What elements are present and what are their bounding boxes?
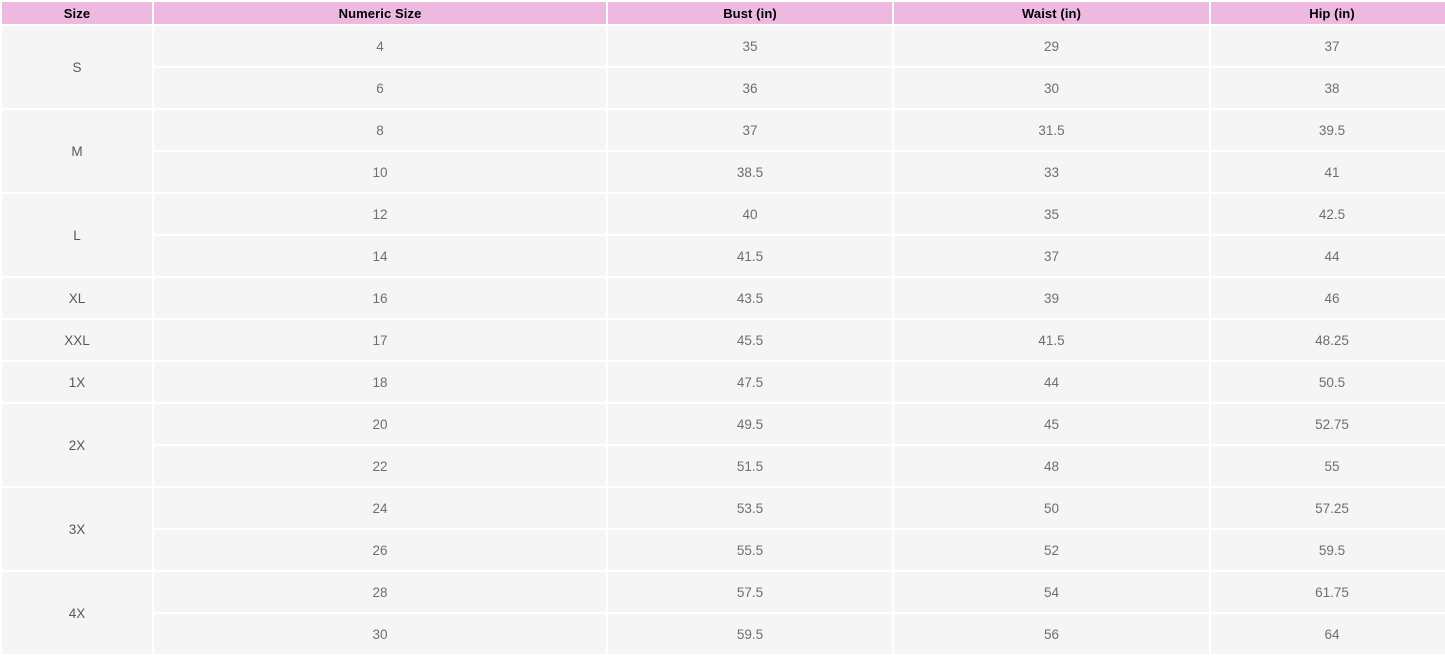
size-group-cell: 3X [2,488,152,570]
column-header-numeric: Numeric Size [154,2,606,24]
header-row: Size Numeric Size Bust (in) Waist (in) Hip (… [2,2,1445,24]
cell-hip: 39.5 [1211,110,1445,150]
table-row: 4X 28 57.5 54 61.75 [2,572,1445,654]
cell-waist: 54 [894,572,1209,612]
cell-waist: 35 [894,194,1209,234]
cell-waist: 56 [894,614,1209,654]
cell-waist: 48 [894,446,1209,486]
cell-waist: 30 [894,68,1209,108]
table-row: L 12 40 35 42.5 [2,194,1445,276]
cell-numeric: 14 [154,236,606,276]
table-row: XXL 17 45.5 41.5 48.25 [2,320,1445,360]
cell-bust: 41.5 [608,236,892,276]
cell-hip: 57.25 [1211,488,1445,528]
cell-hip: 59.5 [1211,530,1445,570]
cell-numeric: 24 [154,488,606,528]
cell-bust: 43.5 [608,278,892,318]
cell-numeric: 16 [154,278,606,318]
cell-bust: 37 [608,110,892,150]
cell-numeric: 18 [154,362,606,402]
column-header-waist: Waist (in) [894,2,1209,24]
cell-numeric: 17 [154,320,606,360]
table-body: S 4 35 29 37 6 36 30 38 M 8 37 31.5 39.5 10 38.5 33 41 L 12… [2,26,1445,654]
cell-waist: 52 [894,530,1209,570]
cell-numeric: 8 [154,110,606,150]
cell-hip: 37 [1211,26,1445,66]
cell-numeric: 22 [154,446,606,486]
size-group-cell: XL [2,278,152,318]
cell-bust: 40 [608,194,892,234]
size-group-cell: 4X [2,572,152,654]
table-row: 3X 24 53.5 50 57.25 [2,488,1445,570]
size-group-cell: XXL [2,320,152,360]
cell-bust: 55.5 [608,530,892,570]
cell-bust: 57.5 [608,572,892,612]
cell-hip: 44 [1211,236,1445,276]
cell-waist: 41.5 [894,320,1209,360]
size-group-cell: L [2,194,152,276]
cell-waist: 45 [894,404,1209,444]
cell-hip: 50.5 [1211,362,1445,402]
cell-waist: 33 [894,152,1209,192]
cell-bust: 49.5 [608,404,892,444]
cell-bust: 59.5 [608,614,892,654]
cell-numeric: 30 [154,614,606,654]
cell-hip: 64 [1211,614,1445,654]
table-row: 6 36 30 38 [2,68,1445,108]
column-header-hip: Hip (in) [1211,2,1445,24]
cell-numeric: 28 [154,572,606,612]
table-row: 1X 18 47.5 44 50.5 [2,362,1445,402]
cell-bust: 51.5 [608,446,892,486]
cell-waist: 44 [894,362,1209,402]
cell-numeric: 26 [154,530,606,570]
cell-hip: 48.25 [1211,320,1445,360]
table-row: 2X 20 49.5 45 52.75 [2,404,1445,486]
table-row: 14 41.5 37 44 [2,236,1445,276]
cell-bust: 36 [608,68,892,108]
cell-waist: 31.5 [894,110,1209,150]
table-row: 26 55.5 52 59.5 [2,530,1445,570]
column-header-size: Size [2,2,152,24]
cell-numeric: 10 [154,152,606,192]
cell-hip: 52.75 [1211,404,1445,444]
cell-hip: 41 [1211,152,1445,192]
cell-numeric: 6 [154,68,606,108]
cell-numeric: 20 [154,404,606,444]
cell-bust: 35 [608,26,892,66]
table-row: 10 38.5 33 41 [2,152,1445,192]
cell-bust: 47.5 [608,362,892,402]
cell-numeric: 12 [154,194,606,234]
cell-waist: 37 [894,236,1209,276]
cell-waist: 39 [894,278,1209,318]
cell-hip: 55 [1211,446,1445,486]
table-row: S 4 35 29 37 [2,26,1445,108]
size-group-cell: 1X [2,362,152,402]
cell-bust: 53.5 [608,488,892,528]
table-row: XL 16 43.5 39 46 [2,278,1445,318]
cell-numeric: 4 [154,26,606,66]
cell-waist: 50 [894,488,1209,528]
cell-bust: 45.5 [608,320,892,360]
cell-waist: 29 [894,26,1209,66]
size-group-cell: 2X [2,404,152,486]
cell-bust: 38.5 [608,152,892,192]
table-row: M 8 37 31.5 39.5 [2,110,1445,192]
table-header: Size Numeric Size Bust (in) Waist (in) Hip (… [2,2,1445,24]
table-row: 22 51.5 48 55 [2,446,1445,486]
table-row: 30 59.5 56 64 [2,614,1445,654]
cell-hip: 61.75 [1211,572,1445,612]
cell-hip: 42.5 [1211,194,1445,234]
cell-hip: 38 [1211,68,1445,108]
size-group-cell: M [2,110,152,192]
cell-hip: 46 [1211,278,1445,318]
size-group-cell: S [2,26,152,108]
column-header-bust: Bust (in) [608,2,892,24]
